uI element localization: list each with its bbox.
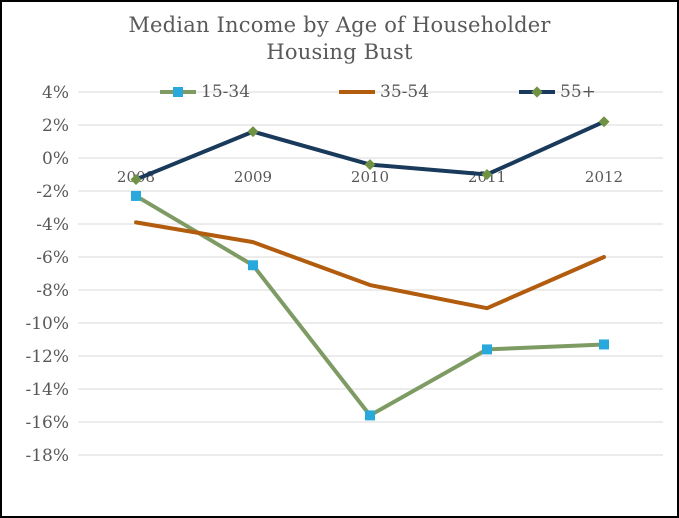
svg-text:0%: 0%: [42, 149, 69, 169]
svg-text:-4%: -4%: [36, 215, 69, 235]
svg-text:-12%: -12%: [25, 347, 69, 367]
chart-title: Median Income by Age of Householder: [128, 13, 551, 37]
svg-text:-2%: -2%: [36, 182, 69, 202]
svg-text:-16%: -16%: [25, 413, 69, 433]
legend-item-15-34: 15-34: [160, 82, 250, 102]
chart-title-block: Median Income by Age of Householder Hous…: [2, 12, 677, 66]
svg-text:2009: 2009: [234, 168, 272, 186]
legend-label-35-54: 35-54: [380, 82, 430, 102]
svg-text:-18%: -18%: [25, 446, 69, 466]
svg-text:2012: 2012: [585, 168, 623, 186]
legend-item-35-54: 35-54: [339, 82, 429, 102]
legend-line-sample-55plus: [519, 86, 555, 98]
legend-line-sample-15-34: [160, 87, 196, 97]
svg-text:-14%: -14%: [25, 380, 69, 400]
svg-text:2010: 2010: [351, 168, 389, 186]
svg-text:4%: 4%: [42, 83, 69, 103]
svg-text:-10%: -10%: [25, 314, 69, 334]
svg-text:-8%: -8%: [36, 281, 69, 301]
square-marker-icon: [173, 87, 183, 97]
diamond-marker-icon: [531, 86, 543, 98]
legend-line-sample-35-54: [339, 90, 375, 94]
svg-text:-6%: -6%: [36, 248, 69, 268]
legend-label-55plus: 55+: [560, 82, 596, 102]
legend-item-55plus: 55+: [519, 82, 596, 102]
legend-label-15-34: 15-34: [201, 82, 251, 102]
svg-text:2%: 2%: [42, 116, 69, 136]
chart-subtitle: Housing Bust: [266, 40, 413, 64]
